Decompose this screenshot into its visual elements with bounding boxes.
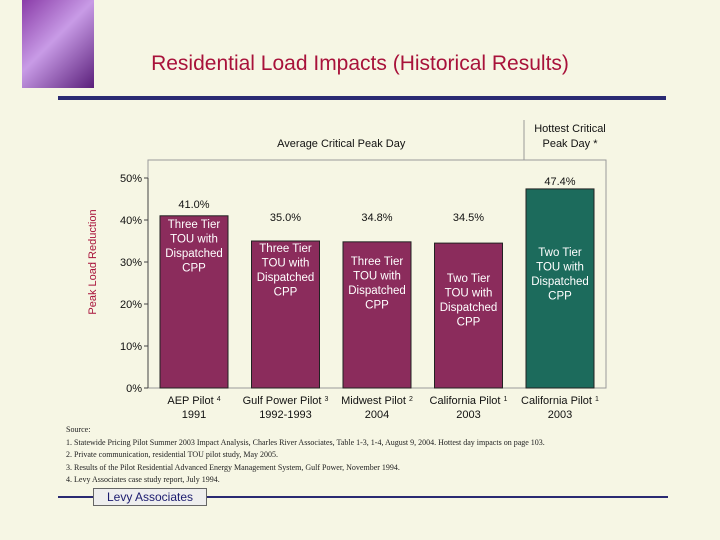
y-tick-label: 50% bbox=[120, 173, 142, 185]
x-category-year: 1991 bbox=[182, 409, 206, 421]
sources-block: Source: 1. Statewide Pricing Pilot Summe… bbox=[66, 424, 706, 487]
bar-series: 41.0% Three Tier TOU with Dispatched CPP AEP … bbox=[159, 176, 599, 421]
x-category-year: 2003 bbox=[548, 409, 572, 421]
x-category-year: 2003 bbox=[456, 409, 480, 421]
bar-group: 34.8% Three Tier TOU with Dispatched CPP Midw… bbox=[341, 212, 413, 421]
bar-value-label: 34.8% bbox=[361, 212, 392, 224]
bar-inner-label: TOU with bbox=[445, 288, 493, 300]
y-tick-label: 30% bbox=[120, 257, 142, 269]
title-rule bbox=[58, 96, 666, 100]
bar-inner-label: TOU with bbox=[170, 234, 218, 246]
bar-inner-label: Three Tier bbox=[351, 256, 404, 268]
y-tick-label: 0% bbox=[126, 383, 142, 395]
bar-inner-label: TOU with bbox=[262, 258, 310, 270]
bar-value-label: 41.0% bbox=[178, 199, 209, 211]
bar-inner-label: Three Tier bbox=[168, 219, 221, 231]
x-category-year: 1992-1993 bbox=[259, 409, 312, 421]
group-label-hottest-line2: Peak Day * bbox=[542, 138, 598, 150]
bar-inner-label: CPP bbox=[548, 291, 572, 303]
bar-value-label: 34.5% bbox=[453, 212, 484, 224]
source-item-4: 4. Levy Associates case study report, Ju… bbox=[66, 475, 220, 484]
x-category-year: 2004 bbox=[365, 409, 389, 421]
group-label-average: Average Critical Peak Day bbox=[277, 138, 406, 150]
bar-inner-label: TOU with bbox=[536, 262, 584, 274]
x-category-label: AEP Pilot 4 bbox=[167, 395, 220, 407]
bar-inner-label: Two Tier bbox=[538, 247, 582, 259]
bar-inner-label: Dispatched bbox=[257, 272, 315, 284]
bar-group: 35.0% Three Tier TOU with Dispatched CPP Gulf… bbox=[243, 212, 329, 421]
x-category-label: Gulf Power Pilot 3 bbox=[243, 395, 329, 407]
bar-inner-label: CPP bbox=[182, 263, 206, 275]
footer-rule bbox=[58, 496, 668, 498]
x-category-label: California Pilot 1 bbox=[430, 395, 508, 407]
bar bbox=[159, 215, 229, 389]
bar bbox=[434, 242, 503, 389]
y-tick-label: 10% bbox=[120, 341, 142, 353]
bar-group: 41.0% Three Tier TOU with Dispatched CPP AEP … bbox=[159, 199, 229, 421]
bar-inner-label: Two Tier bbox=[447, 273, 491, 285]
y-axis: 0% 10% 20% 30% 40% 50% bbox=[120, 173, 149, 395]
slide-title: Residential Load Impacts (Historical Res… bbox=[151, 52, 569, 75]
bar-inner-label: CPP bbox=[365, 300, 389, 312]
y-tick-label: 20% bbox=[120, 299, 142, 311]
bar bbox=[342, 241, 412, 389]
y-axis-label: Peak Load Reduction bbox=[87, 209, 99, 314]
bar-group: 34.5% Two Tier TOU with Dispatched CPP Califo… bbox=[430, 212, 508, 421]
group-label-hottest: Hottest Critical bbox=[534, 123, 606, 135]
bar-inner-label: CPP bbox=[274, 287, 298, 299]
footer-label: Levy Associates bbox=[93, 488, 207, 506]
y-tick-label: 40% bbox=[120, 215, 142, 227]
group-labels: Average Critical Peak Day Hottest Critica… bbox=[277, 120, 606, 160]
bar bbox=[525, 188, 595, 389]
source-item-2: 2. Private communication, residential TO… bbox=[66, 450, 279, 459]
decorative-gradient-square bbox=[22, 0, 94, 88]
x-category-label: Midwest Pilot 2 bbox=[341, 395, 413, 407]
bar-inner-label: Dispatched bbox=[165, 248, 223, 260]
bar-value-label: 47.4% bbox=[544, 176, 575, 188]
bar-inner-label: Three Tier bbox=[259, 243, 312, 255]
source-item-1: 1. Statewide Pricing Pilot Summer 2003 I… bbox=[66, 437, 545, 447]
bar-group: 47.4% Two Tier TOU with Dispatched CPP Califo… bbox=[521, 176, 599, 421]
bar-inner-label: Dispatched bbox=[348, 285, 406, 297]
sources-heading: Source: bbox=[66, 425, 91, 434]
x-category-label: California Pilot 1 bbox=[521, 395, 599, 407]
bar-inner-label: Dispatched bbox=[531, 276, 589, 288]
bar-value-label: 35.0% bbox=[270, 212, 301, 224]
bar-inner-label: TOU with bbox=[353, 271, 401, 283]
bar-inner-label: CPP bbox=[457, 317, 481, 329]
bar-inner-label: Dispatched bbox=[440, 302, 498, 314]
bar bbox=[251, 240, 320, 389]
source-item-3: 3. Results of the Pilot Residential Adva… bbox=[66, 462, 400, 472]
